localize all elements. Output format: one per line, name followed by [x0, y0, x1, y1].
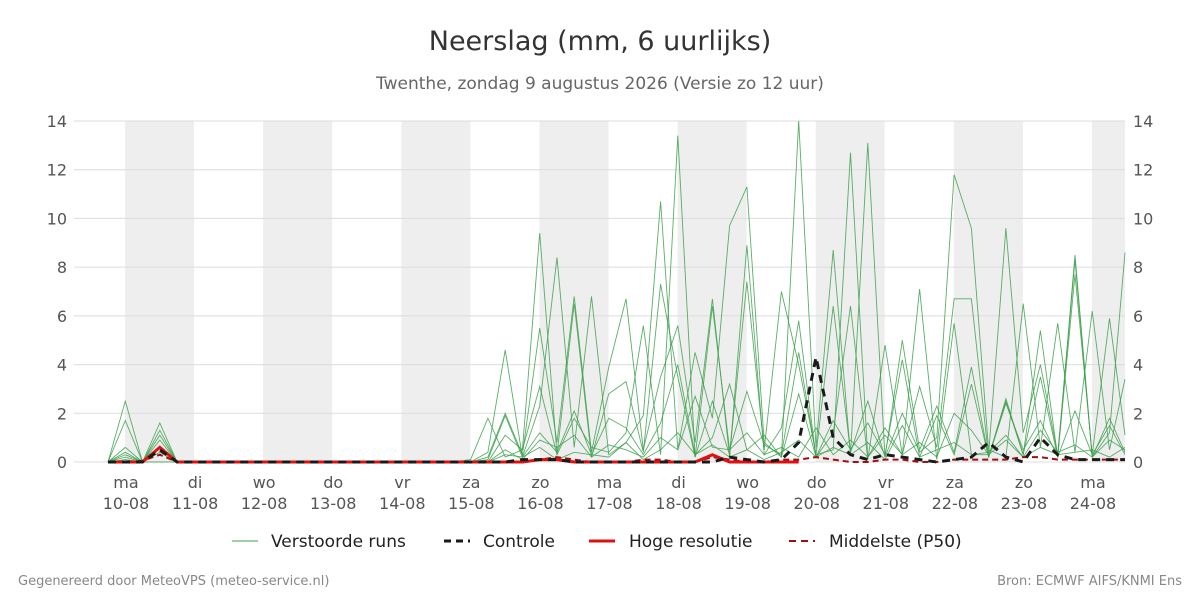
x-tick-day-12: za — [946, 473, 964, 492]
legend-item-p50: Middelste (P50) — [789, 532, 962, 552]
y-axis-right: 0 2 4 6 8 10 12 14 — [1133, 112, 1153, 472]
y-tick-left-4: 8 — [57, 258, 67, 277]
x-tick-date-4: 14-08 — [379, 494, 426, 513]
shade-band-4 — [401, 121, 471, 462]
x-tick-date-14: 24-08 — [1070, 494, 1117, 513]
x-axis: ma 10-08 di 11-08 wo 12-08 do 13-08 vr 14-08 za 15-… — [103, 473, 1116, 513]
chart-subtitle: Twenthe, zondag 9 augustus 2026 (Versie … — [375, 74, 824, 94]
grid-lines — [74, 120, 1125, 463]
x-tick-day-0: ma — [113, 473, 138, 492]
x-tick-date-2: 12-08 — [241, 494, 288, 513]
x-tick-date-12: 22-08 — [932, 494, 979, 513]
x-tick-day-10: do — [807, 473, 827, 492]
legend-item-hoge-resolutie: Hoge resolutie — [589, 532, 753, 552]
x-tick-day-5: za — [462, 473, 480, 492]
y-tick-right-7: 14 — [1133, 112, 1153, 131]
y-axis-left: 0 2 4 6 8 10 12 14 — [47, 112, 67, 472]
y-tick-left-1: 2 — [57, 404, 67, 423]
y-tick-left-2: 4 — [57, 356, 67, 375]
y-tick-right-1: 2 — [1133, 404, 1143, 423]
legend-label-hoge-resolutie: Hoge resolutie — [629, 532, 753, 552]
chart-title: Neerslag (mm, 6 uurlijks) — [429, 26, 771, 57]
legend: Verstoorde runs Controle Hoge resolutie … — [232, 532, 962, 552]
legend-label-controle: Controle — [483, 532, 555, 552]
y-tick-right-6: 12 — [1133, 161, 1153, 180]
series-controle — [108, 356, 1125, 464]
x-tick-day-14: ma — [1080, 473, 1105, 492]
legend-label-verstoorde: Verstoorde runs — [271, 532, 406, 552]
x-tick-date-1: 11-08 — [172, 494, 219, 513]
x-tick-date-7: 17-08 — [586, 494, 633, 513]
x-tick-day-6: zo — [531, 473, 549, 492]
weekend-shading — [125, 121, 1125, 462]
y-tick-left-6: 12 — [47, 161, 67, 180]
shade-band-12 — [953, 121, 1023, 462]
x-tick-date-8: 18-08 — [655, 494, 702, 513]
y-tick-right-4: 8 — [1133, 258, 1143, 277]
x-tick-day-13: zo — [1015, 473, 1033, 492]
y-tick-right-0: 0 — [1133, 453, 1143, 472]
x-tick-date-6: 16-08 — [517, 494, 564, 513]
x-tick-day-2: wo — [253, 473, 276, 492]
y-tick-right-2: 4 — [1133, 356, 1143, 375]
shade-band-14 — [1091, 121, 1125, 462]
legend-item-verstoorde: Verstoorde runs — [232, 532, 406, 552]
shade-band-10 — [815, 121, 885, 462]
x-tick-date-3: 13-08 — [310, 494, 357, 513]
shade-band-2 — [263, 121, 333, 462]
legend-item-controle: Controle — [444, 532, 555, 552]
footer-generated-by: Gegenereerd door MeteoVPS (meteo-service… — [18, 574, 329, 589]
footer-source: Bron: ECMWF AIFS/KNMI Ens — [997, 574, 1182, 589]
x-tick-date-11: 21-08 — [863, 494, 910, 513]
y-tick-right-3: 6 — [1133, 307, 1143, 326]
legend-label-p50: Middelste (P50) — [829, 532, 962, 552]
x-tick-day-9: wo — [736, 473, 759, 492]
x-tick-date-0: 10-08 — [103, 494, 150, 513]
series — [107, 120, 1126, 464]
y-tick-left-7: 14 — [47, 112, 67, 131]
shade-band-0 — [125, 121, 195, 462]
x-tick-day-1: di — [188, 473, 203, 492]
x-tick-date-10: 20-08 — [793, 494, 840, 513]
x-tick-day-8: di — [671, 473, 686, 492]
y-tick-right-5: 10 — [1133, 209, 1153, 228]
x-tick-date-13: 23-08 — [1001, 494, 1048, 513]
x-tick-day-3: do — [323, 473, 343, 492]
y-tick-left-3: 6 — [57, 307, 67, 326]
x-tick-day-11: vr — [878, 473, 894, 492]
x-tick-day-7: ma — [597, 473, 622, 492]
y-tick-left-0: 0 — [57, 453, 67, 472]
x-tick-date-9: 19-08 — [724, 494, 771, 513]
x-tick-day-4: vr — [394, 473, 410, 492]
y-tick-left-5: 10 — [47, 209, 67, 228]
x-tick-date-5: 15-08 — [448, 494, 495, 513]
